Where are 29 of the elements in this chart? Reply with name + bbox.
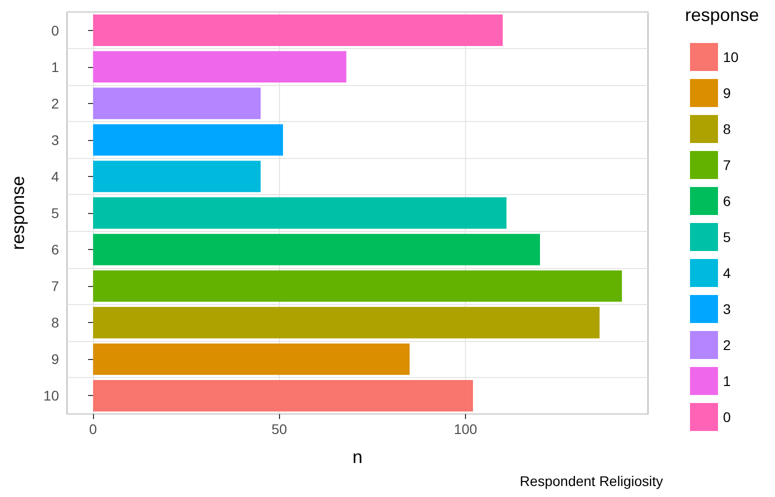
legend-label: 10 — [723, 49, 739, 65]
y-tick-label: 1 — [51, 58, 60, 75]
y-tick-label: 6 — [51, 242, 60, 258]
legend-label: 3 — [723, 301, 731, 317]
legend-label: 9 — [723, 85, 731, 101]
legend-label: 6 — [723, 193, 731, 209]
y-tick-label: 10 — [43, 388, 60, 404]
y-tick-label: 7 — [51, 278, 60, 294]
legend-label: 1 — [723, 373, 731, 389]
legend-label: 7 — [723, 157, 731, 173]
y-tick-label: 4 — [51, 168, 60, 184]
legend-label: 2 — [723, 337, 731, 353]
y-tick-label: 3 — [51, 132, 60, 148]
legend-label: 0 — [723, 409, 731, 425]
y-tick-label: 2 — [51, 95, 60, 112]
x-axis-title: n — [352, 447, 363, 467]
x-tick-label: 50 — [272, 421, 288, 437]
legend-label: 8 — [723, 121, 731, 137]
x-tick-label: 0 — [89, 421, 98, 437]
y-axis-title: response — [8, 176, 28, 250]
legend-label: 5 — [723, 229, 731, 245]
y-tick-label: 9 — [51, 351, 60, 368]
y-tick-label: 8 — [51, 314, 60, 331]
y-tick-label: 5 — [51, 205, 60, 221]
legend-title: response — [685, 5, 760, 25]
x-tick-label: 100 — [454, 421, 478, 437]
text: Respondent Religiosity — [520, 473, 664, 489]
y-tick-label: 0 — [51, 22, 60, 38]
legend-label: 4 — [723, 265, 731, 281]
